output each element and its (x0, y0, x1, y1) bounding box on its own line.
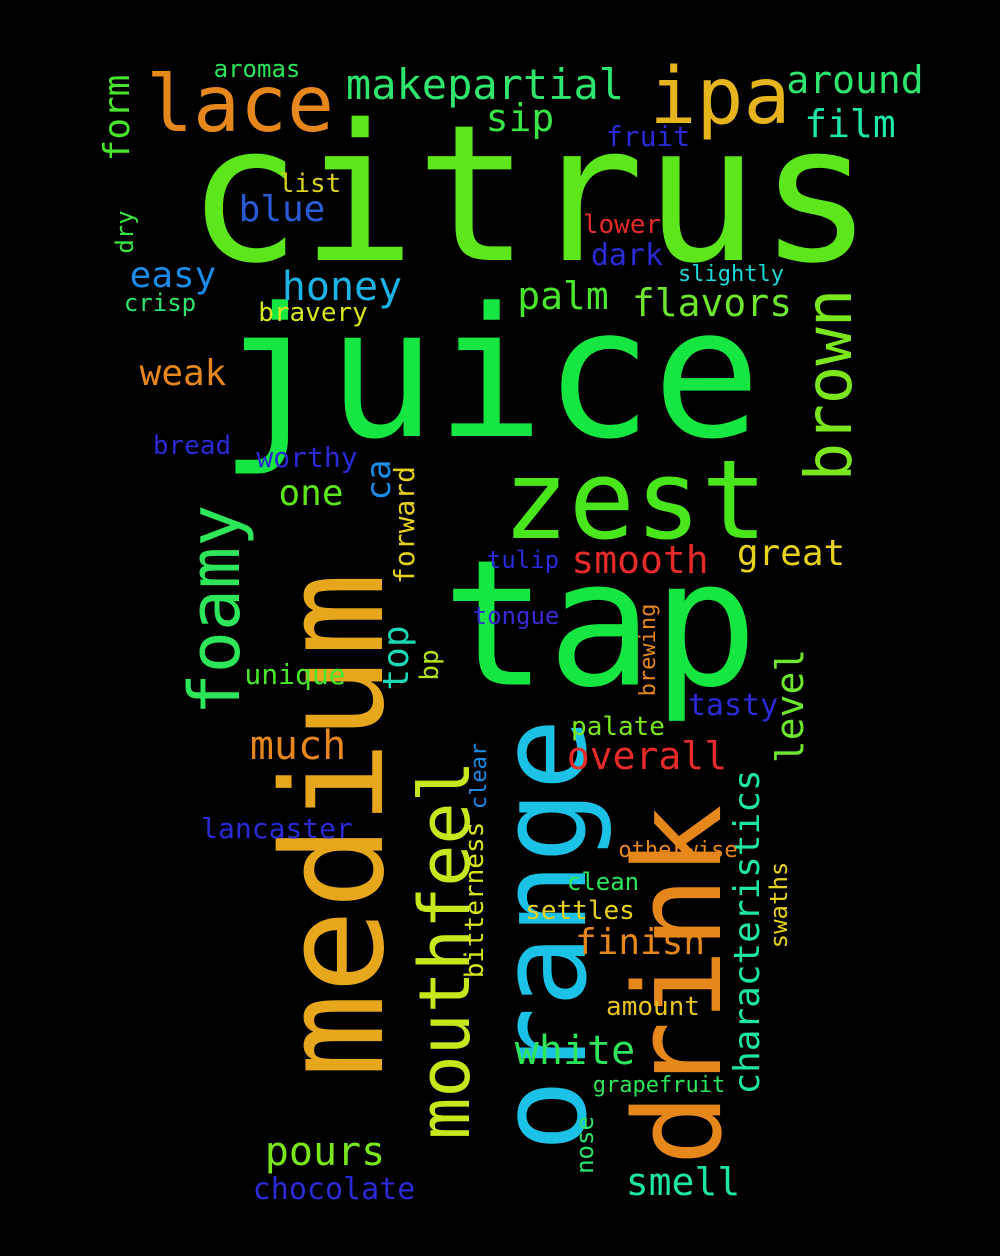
word-makepartial: makepartial (345, 60, 625, 109)
word-tasty: tasty (687, 688, 779, 723)
word-blue: blue (238, 189, 326, 230)
word-amount: amount (606, 992, 700, 1022)
word-brown: brown (793, 288, 867, 482)
word-foamy: foamy (174, 504, 256, 716)
word-chocolate: chocolate (252, 1172, 416, 1207)
word-sip: sip (485, 96, 555, 140)
word-palate: palate (571, 712, 665, 742)
word-juice: juice (219, 270, 761, 479)
word-unique: unique (244, 658, 346, 691)
word-clear: clear (467, 742, 492, 810)
word-bravery: bravery (258, 298, 368, 328)
word-clean: clean (566, 868, 640, 896)
word-nose: nose (571, 1116, 599, 1174)
word-tap: tap (441, 523, 759, 727)
word-film: film (804, 102, 896, 146)
word-lancaster: lancaster (201, 812, 353, 845)
word-lower: lower (582, 210, 662, 240)
word-grapefruit: grapefruit (592, 1073, 726, 1098)
word-bread: bread (152, 431, 232, 461)
word-forward: forward (388, 465, 421, 585)
word-smell: smell (625, 1160, 741, 1204)
word-finish: finish (574, 922, 706, 963)
word-ipa: ipa (649, 52, 791, 142)
word-crisp: crisp (123, 289, 197, 317)
word-one: one (278, 473, 344, 514)
word-tulip: tulip (486, 546, 560, 574)
word-otherwise: otherwise (618, 838, 738, 863)
word-zest: zest (502, 436, 768, 564)
word-pours: pours (264, 1129, 386, 1175)
word-much: much (249, 723, 347, 769)
word-characteristics: characteristics (727, 769, 768, 1095)
word-fruit: fruit (605, 120, 691, 153)
word-settles: settles (525, 896, 635, 926)
word-white: white (514, 1028, 636, 1074)
word-around: around (786, 58, 924, 102)
word-easy: easy (129, 255, 217, 296)
word-dark: dark (590, 238, 664, 273)
word-swaths: swaths (765, 861, 793, 949)
word-weak: weak (139, 353, 227, 394)
word-slightly: slightly (678, 262, 784, 287)
word-bitterness: bitterness (460, 821, 490, 979)
word-bp: bp (415, 649, 445, 681)
word-worthy: worthy (256, 441, 358, 474)
word-lace: lace (146, 60, 334, 150)
word-flavors: flavors (631, 281, 793, 325)
word-list: list (278, 169, 342, 199)
word-overall: overall (566, 734, 728, 778)
word-palm: palm (517, 274, 609, 318)
word-tongue: tongue (472, 602, 560, 630)
word-smooth: smooth (571, 538, 709, 582)
word-aromas: aromas (213, 55, 301, 83)
word-great: great (736, 533, 846, 574)
word-citrus: citrus (186, 84, 874, 305)
word-top: top (376, 625, 417, 691)
word-dry: dry (111, 210, 139, 254)
word-honey: honey (281, 264, 403, 310)
word-form: form (97, 74, 138, 162)
word-brewing: brewing (636, 603, 661, 697)
